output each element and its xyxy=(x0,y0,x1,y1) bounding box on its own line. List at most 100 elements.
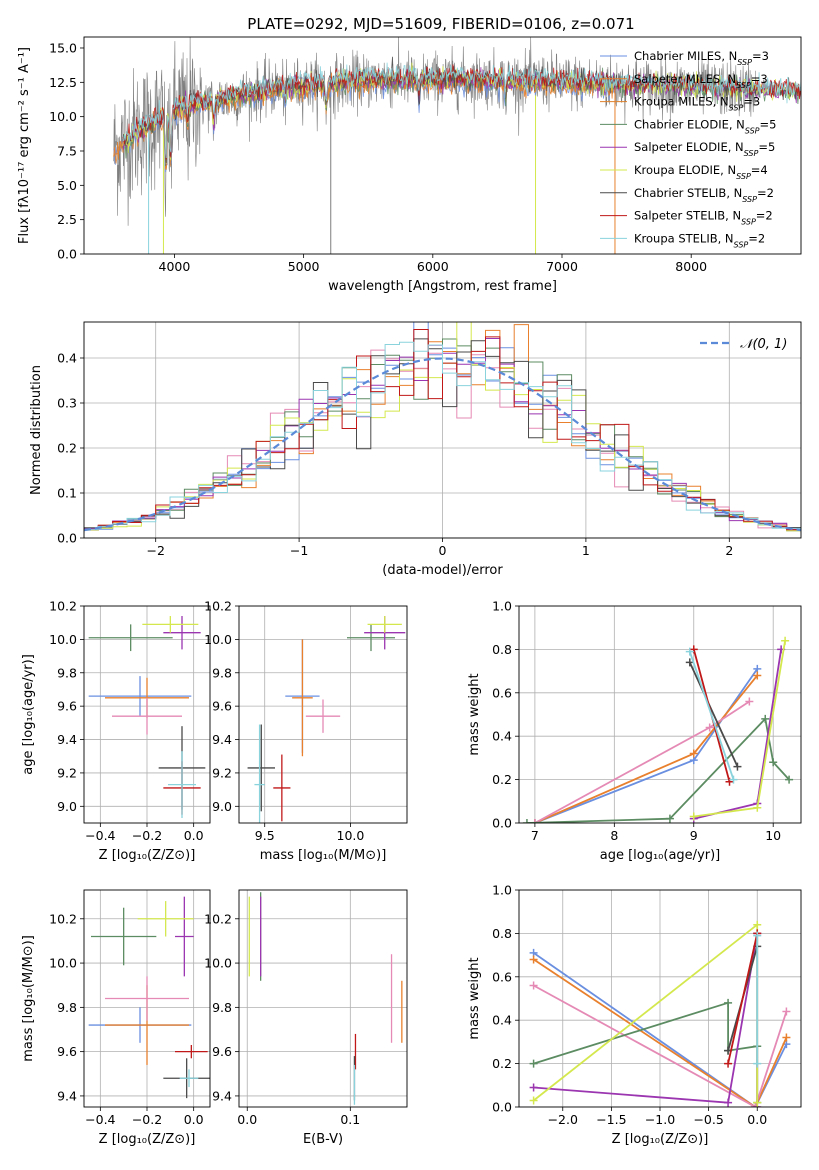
plot-weight_vs_Z: −2.0 −1.5 −1.0 −0.5 0.0 0.0 0.2 0.4 0.6 0.8 1.0 Z [… xyxy=(467,883,802,1147)
x-axis-label: age [log₁₀(age/yr)] xyxy=(600,848,721,863)
plot-area xyxy=(84,606,210,823)
x-tick-label: 8000 xyxy=(675,259,707,274)
y-tick-label: 9.6 xyxy=(57,1044,77,1059)
y-tick-label: 9.6 xyxy=(212,1044,232,1059)
plot-mass_vs_Z: −0.4 −0.2 0.0 9.4 9.6 9.8 10.0 10.2 Z [log₁₀(Z/Z… xyxy=(21,889,211,1147)
y-tick-label: 9.6 xyxy=(57,699,77,714)
y-tick-label: 9.2 xyxy=(212,765,232,780)
y-tick-label: 9.0 xyxy=(212,799,232,814)
x-tick-label: −0.4 xyxy=(85,1112,115,1127)
errorbar-point xyxy=(168,751,196,818)
errorbar-point xyxy=(247,724,275,812)
weight-marker xyxy=(782,1033,791,1042)
x-tick-label: 10 xyxy=(765,828,781,843)
errorbar-point xyxy=(254,724,265,823)
plot-area xyxy=(84,890,210,1107)
x-tick-label: 8 xyxy=(610,828,618,843)
weight-marker xyxy=(529,981,538,990)
plot-age_vs_Z: −0.4 −0.2 0.0 9.0 9.2 9.4 9.6 9.8 10.0 10.2 Z [log… xyxy=(21,599,211,863)
y-tick-label: 1.0 xyxy=(492,883,512,898)
y-tick-label: 10.2 xyxy=(49,599,77,614)
weight-series-line xyxy=(688,651,735,780)
y-tick-label: 0.4 xyxy=(57,351,77,366)
errorbar-point xyxy=(142,616,199,633)
y-tick-label: 10.0 xyxy=(204,956,232,971)
y-tick-label: 0.0 xyxy=(492,816,512,831)
y-tick-label: 9.2 xyxy=(57,765,77,780)
errorbar-point xyxy=(91,907,157,966)
x-tick-label: 5000 xyxy=(288,259,320,274)
y-tick-label: 1.0 xyxy=(492,599,512,614)
weight-marker xyxy=(685,647,694,656)
y-tick-label: 10.2 xyxy=(49,911,77,926)
x-axis-label: mass [log₁₀(M/M⊙)] xyxy=(260,848,387,863)
x-axis-label: Z [log₁₀(Z/Z⊙)] xyxy=(612,1132,709,1147)
legend-entry: Chabrier MILES, NSSP=3 xyxy=(634,49,769,67)
y-tick-label: 0.1 xyxy=(57,486,77,501)
plot-age_vs_mass: 9.5 10.0 9.0 9.2 9.4 9.6 9.8 10.0 10.2 mass [log₁… xyxy=(204,599,408,863)
y-tick-label: 0.4 xyxy=(492,1013,512,1028)
weight-marker xyxy=(529,1059,538,1068)
model-spectrum-line xyxy=(122,62,801,159)
x-tick-label: 2 xyxy=(725,543,733,558)
x-tick-label: −0.5 xyxy=(693,1112,723,1127)
weight-series-line xyxy=(727,933,759,1064)
x-tick-label: 0.0 xyxy=(237,1112,257,1127)
weight-series-line xyxy=(693,649,782,820)
y-axis-label: mass [log₁₀(M/M⊙)] xyxy=(21,935,36,1062)
errorbar-point xyxy=(347,624,395,652)
weight-marker xyxy=(753,803,762,812)
x-axis-label: Z [log₁₀(Z/Z⊙)] xyxy=(99,848,196,863)
weight-marker xyxy=(753,931,762,940)
weight-marker xyxy=(689,812,698,821)
plot-residuals: −2 −1 0 1 2 0.0 0.1 0.2 0.3 0.4 (data-model)/error… xyxy=(29,321,802,578)
y-tick-label: 10.2 xyxy=(204,599,232,614)
y-tick-label: 9.4 xyxy=(57,732,77,747)
y-tick-label: 0.8 xyxy=(492,642,512,657)
weight-marker xyxy=(733,762,742,771)
errorbar-point xyxy=(88,676,192,717)
y-tick-label: 0.3 xyxy=(57,396,77,411)
plot-mass_vs_ebv: 0.0 0.1 9.4 9.6 9.8 10.0 10.2 E(B-V) xyxy=(204,889,408,1147)
weight-marker xyxy=(529,955,538,964)
residual-histogram-step xyxy=(84,341,801,533)
plot-weight_vs_age: 7 8 9 10 0.0 0.2 0.4 0.6 0.8 1.0 age [log₁₀(age/yr… xyxy=(467,599,802,863)
legend-entry: Salpeter MILES, NSSP=3 xyxy=(634,72,768,90)
weight-series-line xyxy=(534,700,750,823)
y-tick-label: 0.6 xyxy=(492,685,512,700)
axes-frame xyxy=(238,605,408,824)
x-tick-label: 9.5 xyxy=(255,828,275,843)
weight-marker xyxy=(529,1083,538,1092)
plot-area xyxy=(519,606,801,823)
y-tick-label: 0.8 xyxy=(492,926,512,941)
y-axis-label: Flux [fλ10⁻¹⁷ erg cm⁻² s⁻¹ A⁻¹] xyxy=(17,47,32,244)
weight-series-line xyxy=(526,716,790,823)
axes-frame xyxy=(518,605,802,824)
y-tick-label: 9.4 xyxy=(212,732,232,747)
x-axis-label: Z [log₁₀(Z/Z⊙)] xyxy=(99,1132,196,1147)
x-axis-label: wavelength [Angstrom, rest frame] xyxy=(328,279,557,294)
x-tick-label: 9 xyxy=(690,828,698,843)
y-tick-label: 7.5 xyxy=(57,143,77,158)
weight-marker xyxy=(529,1096,538,1105)
x-tick-label: −2 xyxy=(146,543,164,558)
plot-spectrum: 4000 5000 6000 7000 8000 0.0 2.5 5.0 7.5 10.0 12.5… xyxy=(17,36,802,294)
y-axis-label: mass weight xyxy=(467,673,482,755)
y-tick-label: 0.0 xyxy=(57,531,77,546)
weight-series-line xyxy=(688,662,739,767)
errorbar-point xyxy=(137,901,194,937)
errorbar-point xyxy=(179,1069,199,1088)
errorbar-point xyxy=(273,754,291,822)
x-tick-label: −2.0 xyxy=(548,1112,578,1127)
weight-series-line xyxy=(534,668,759,823)
legend-entry: Salpeter STELIB, NSSP=2 xyxy=(634,209,773,227)
x-axis-label: E(B-V) xyxy=(303,1132,343,1147)
errorbar-point xyxy=(175,896,194,977)
axes-frame xyxy=(83,321,802,539)
plot-area xyxy=(84,322,801,538)
x-tick-label: 6000 xyxy=(417,259,449,274)
y-tick-label: 9.4 xyxy=(212,1088,232,1103)
errorbar-point xyxy=(88,624,173,652)
y-tick-label: 10.0 xyxy=(204,632,232,647)
